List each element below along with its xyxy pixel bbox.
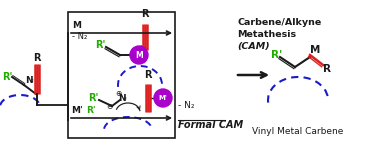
Text: R: R	[33, 53, 41, 63]
Text: ⊖: ⊖	[106, 101, 112, 111]
Text: Vinyl Metal Carbene: Vinyl Metal Carbene	[252, 128, 344, 136]
Text: R': R'	[95, 40, 105, 50]
Text: R': R'	[88, 93, 98, 103]
Text: M: M	[135, 51, 143, 59]
Text: M': M'	[158, 95, 167, 101]
Circle shape	[154, 89, 172, 107]
Text: N: N	[25, 75, 33, 85]
Text: N: N	[118, 93, 125, 103]
Text: (CAM): (CAM)	[237, 41, 270, 51]
Text: Formal CAM: Formal CAM	[178, 120, 243, 130]
Text: M: M	[72, 21, 81, 30]
Text: ₂: ₂	[31, 77, 33, 83]
Circle shape	[130, 46, 148, 64]
Text: R': R'	[86, 106, 96, 115]
Text: R': R'	[271, 50, 282, 60]
Text: Carbene/Alkyne: Carbene/Alkyne	[237, 18, 321, 26]
Text: ⊕: ⊕	[115, 89, 121, 97]
Bar	[68, 12, 175, 138]
Text: M': M'	[71, 106, 83, 115]
Text: R: R	[323, 64, 331, 74]
Text: R: R	[144, 70, 152, 80]
Text: ₂: ₂	[124, 95, 126, 101]
Text: M: M	[310, 45, 321, 55]
Text: Metathesis: Metathesis	[237, 30, 296, 38]
Text: - N₂: - N₂	[72, 32, 87, 41]
Text: R': R'	[2, 72, 12, 82]
Text: - N₂: - N₂	[178, 101, 195, 110]
Text: R: R	[141, 9, 149, 19]
